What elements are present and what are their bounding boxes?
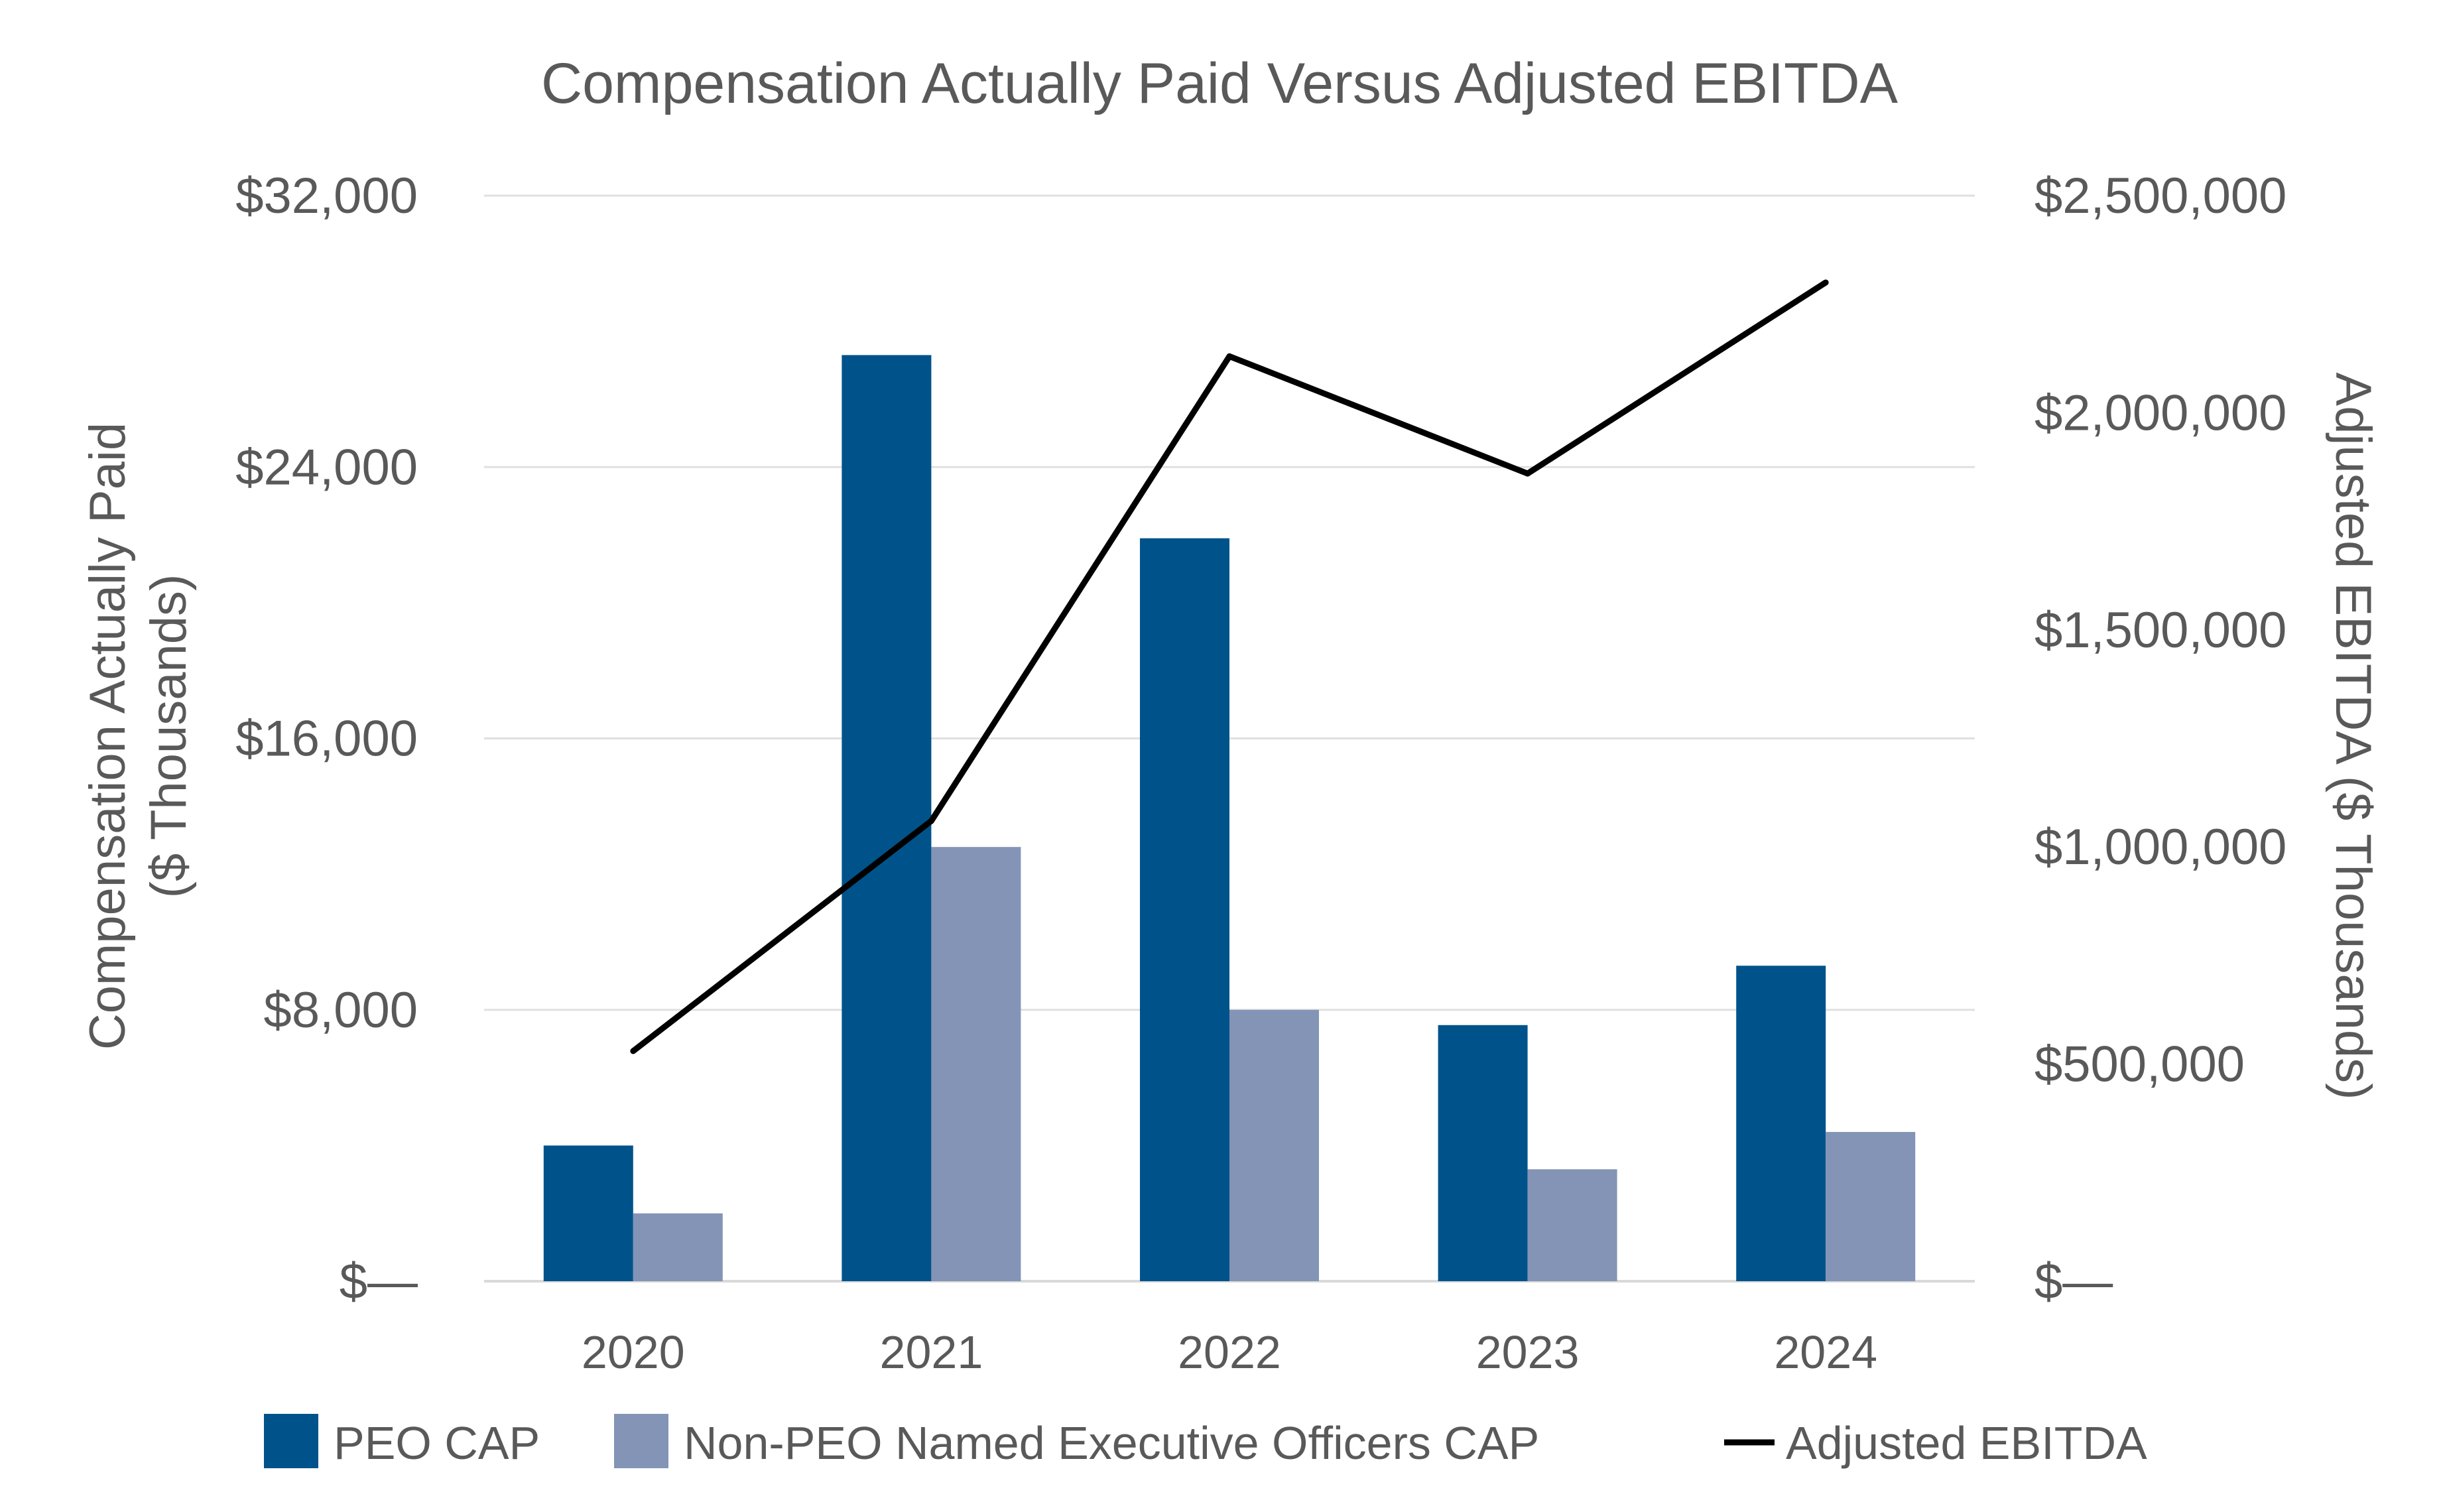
ebitda-point [1525, 470, 1531, 477]
ebitda-point [630, 1048, 637, 1054]
right-tick-label: $1,500,000 [2034, 602, 2286, 659]
bar-peo-cap [1438, 1025, 1528, 1281]
left-axis-title-line2: ($ Thousands) [141, 574, 197, 899]
legend-label-non-peo-cap: Non-PEO Named Executive Officers CAP [684, 1417, 1539, 1469]
right-tick-label: $2,000,000 [2034, 385, 2286, 441]
bar-non-peo-cap [931, 847, 1021, 1281]
bar-peo-cap [543, 1145, 633, 1281]
legend: PEO CAP Non-PEO Named Executive Officers… [264, 1414, 2147, 1469]
right-tick-label: $— [2034, 1253, 2113, 1310]
right-tick-label: $2,500,000 [2034, 168, 2286, 224]
bar-non-peo-cap [1826, 1131, 1916, 1281]
chart-title: Compensation Actually Paid Versus Adjust… [541, 52, 1899, 115]
category-labels: 2020 2021 2022 2023 2024 [582, 1326, 1877, 1378]
ebitda-point [1226, 353, 1233, 359]
ebitda-point [928, 818, 934, 824]
legend-swatch-non-peo-cap [614, 1414, 668, 1468]
left-axis-title-line1: Compensation Actually Paid [80, 422, 136, 1050]
bar-peo-cap [842, 355, 932, 1282]
bars-group [543, 355, 1916, 1282]
left-tick-label: $8,000 [264, 982, 418, 1039]
left-tick-label: $32,000 [235, 168, 418, 224]
legend-swatch-peo-cap [264, 1414, 318, 1468]
left-tick-label: $16,000 [235, 711, 418, 767]
category-label: 2023 [1476, 1326, 1580, 1378]
right-axis-ticks: $— $500,000 $1,000,000 $1,500,000 $2,000,000… [2034, 168, 2286, 1310]
legend-label-adjusted-ebitda: Adjusted EBITDA [1786, 1417, 2147, 1469]
category-label: 2022 [1178, 1326, 1281, 1378]
category-label: 2024 [1774, 1326, 1877, 1378]
category-label: 2021 [880, 1326, 983, 1378]
right-tick-label: $500,000 [2034, 1037, 2245, 1093]
bar-non-peo-cap [1527, 1169, 1617, 1281]
bar-peo-cap [1736, 966, 1826, 1281]
bar-non-peo-cap [1229, 1009, 1319, 1281]
left-tick-label: $— [340, 1253, 418, 1310]
left-tick-label: $24,000 [235, 439, 418, 495]
ebitda-line-group [630, 279, 1829, 1054]
ebitda-point [1822, 279, 1829, 286]
legend-label-peo-cap: PEO CAP [334, 1417, 540, 1469]
right-tick-label: $1,000,000 [2034, 819, 2286, 875]
bar-non-peo-cap [633, 1213, 723, 1281]
category-label: 2020 [582, 1326, 685, 1378]
left-axis-ticks: $— $8,000 $16,000 $24,000 $32,000 [235, 168, 418, 1310]
right-axis-title: Adjusted EBITDA ($ Thousands) [2325, 373, 2381, 1100]
bar-peo-cap [1140, 538, 1229, 1281]
